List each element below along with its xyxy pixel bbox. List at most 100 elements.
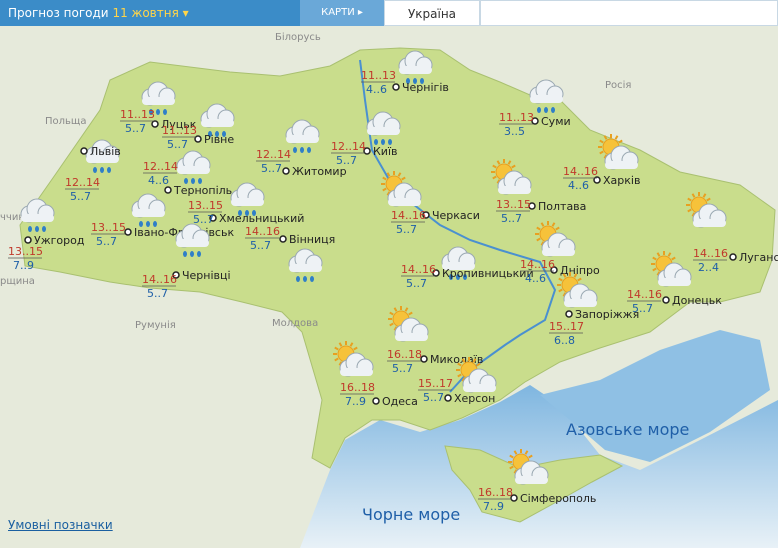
cloud-base [463, 384, 496, 392]
city-name: Вінниця [289, 233, 335, 246]
cloud-base [530, 95, 563, 103]
day-temp: 13..15 [8, 245, 43, 258]
sun-ray [656, 271, 661, 276]
rain-drop [183, 251, 187, 257]
sun-ray [338, 361, 343, 366]
night-temp: 5..7 [423, 391, 444, 404]
city-dot [151, 120, 159, 128]
city-dot [432, 269, 440, 277]
sun-ray [551, 222, 556, 227]
city: Полтава 13..155..7 [491, 159, 586, 225]
day-temp: 12..14 [331, 140, 366, 153]
cloud-base [564, 299, 597, 307]
sun-ray [603, 135, 608, 140]
city-name: Запоріжжя [575, 308, 639, 321]
day-temp: 14..16 [693, 247, 728, 260]
sun-ray [401, 176, 406, 181]
sun-ray [667, 252, 672, 257]
sun-ray [573, 273, 578, 278]
rain-drop [191, 178, 195, 184]
night-temp: 5..7 [501, 212, 522, 225]
night-temp: 5..7 [336, 154, 357, 167]
city-dot [80, 147, 88, 155]
sun-ray [702, 193, 707, 198]
region-tab[interactable]: Україна [384, 0, 480, 26]
sun-ray [513, 469, 518, 474]
city: Луганськ 14..162..4 [686, 192, 778, 274]
city-dot [194, 135, 202, 143]
city-name: Хмельницький [219, 212, 304, 225]
maps-label: КАРТИ [321, 7, 355, 18]
sun-ray [614, 135, 619, 140]
city-dot [372, 397, 380, 405]
night-temp: 2..4 [698, 261, 719, 274]
day-temp: 14..16 [627, 288, 662, 301]
rain-drop [156, 109, 160, 115]
night-temp: 5..7 [261, 162, 282, 175]
city-name: Суми [541, 115, 571, 128]
sun-ray [338, 342, 343, 347]
sun-ray [334, 346, 339, 351]
cloud-base [395, 333, 428, 341]
city-dot [420, 355, 428, 363]
rain-drop [28, 226, 32, 232]
city: Тернопіль 12..144..6 [143, 150, 232, 197]
city-dot [209, 214, 217, 222]
sun-ray [386, 172, 391, 177]
day-temp: 16..18 [478, 486, 513, 499]
sun-ray [393, 326, 398, 331]
rain-drop [300, 147, 304, 153]
sun-ray [408, 311, 413, 316]
rain-drop [406, 78, 410, 84]
city-name: Тернопіль [173, 184, 232, 197]
header-title-tab[interactable]: Прогноз погоди 11 жовтня ▾ [0, 0, 300, 26]
sun-ray [687, 197, 692, 202]
rain-drop [107, 167, 111, 173]
cloud-base [286, 135, 319, 143]
sun-ray [687, 208, 692, 213]
azov-sea [540, 330, 770, 462]
sun-ray [457, 373, 462, 378]
rain-drop [149, 109, 153, 115]
country-label: Білорусь [275, 31, 321, 43]
city: Кропивницький 14..165..7 [401, 246, 534, 290]
header-date[interactable]: 11 жовтня [112, 6, 179, 20]
night-temp: 4..6 [525, 272, 546, 285]
cloud-base [498, 186, 531, 194]
city-dot [531, 117, 539, 125]
city: Черкаси 14..165..7 [381, 171, 480, 236]
sun-ray [492, 175, 497, 180]
night-temp: 5..7 [96, 235, 117, 248]
rain-drop [537, 107, 541, 113]
sun-ray [691, 193, 696, 198]
sun-ray [652, 256, 657, 261]
city-name: Сімферополь [520, 492, 596, 505]
city-dot [444, 394, 452, 402]
rain-drop [374, 139, 378, 145]
cloud-base [289, 264, 322, 272]
sun-ray [496, 179, 501, 184]
rain-drop [163, 109, 167, 115]
sun-ray [618, 139, 623, 144]
city-dot [528, 202, 536, 210]
day-temp: 12..14 [143, 160, 178, 173]
rain-drop [381, 139, 385, 145]
city-dot [593, 176, 601, 184]
city: Суми 11..133..5 [499, 79, 571, 138]
cloud-base [142, 97, 175, 105]
sun-ray [461, 377, 466, 382]
sun-ray [349, 342, 354, 347]
city-dot [279, 235, 287, 243]
night-temp: 4..6 [148, 174, 169, 187]
legend-link[interactable]: Умовні позначки [8, 518, 113, 532]
city-name: Львів [90, 145, 121, 158]
cloud-base [542, 248, 575, 256]
day-temp: 13..15 [496, 198, 531, 211]
maps-button[interactable]: КАРТИ ▸ [300, 0, 384, 26]
rain-drop [456, 274, 460, 280]
city: Чернівці 14..165..7 [142, 223, 231, 300]
